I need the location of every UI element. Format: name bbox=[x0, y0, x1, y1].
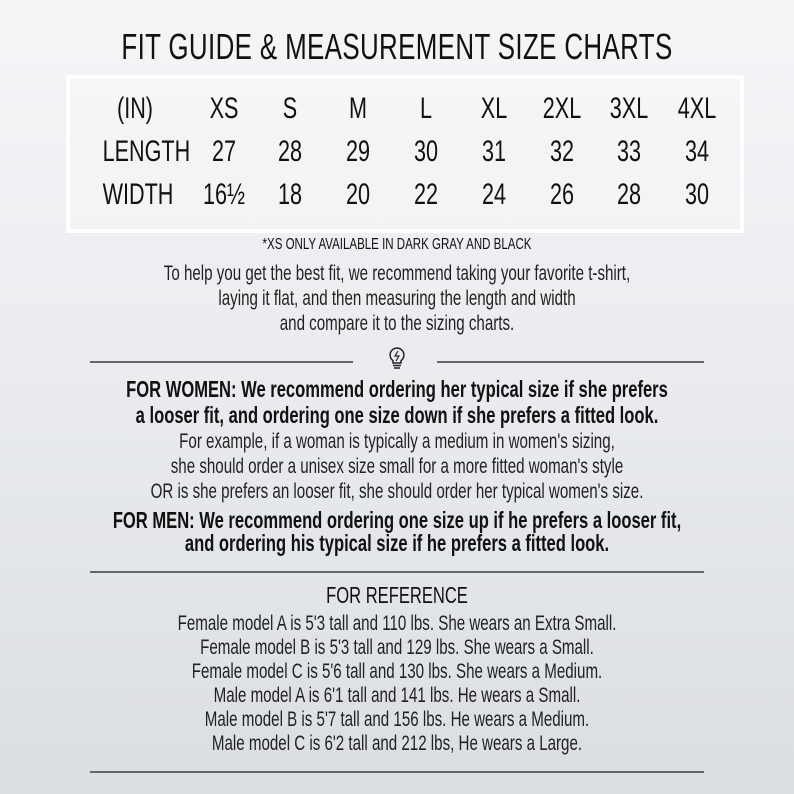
table-cell: 28 bbox=[616, 178, 642, 211]
women-example: OR is she prefers an looser fit, she sho… bbox=[150, 480, 644, 503]
reference-line: Female model C is 5'6 tall and 130 lbs. … bbox=[191, 660, 603, 683]
table-header-cell: XS bbox=[209, 92, 239, 125]
table-cell: 28 bbox=[277, 135, 303, 168]
size-chart-table bbox=[66, 75, 744, 233]
women-example: For example, if a woman is typically a m… bbox=[179, 430, 615, 453]
table-header-cell: 2XL bbox=[542, 92, 582, 125]
divider-right bbox=[437, 361, 704, 363]
reference-line: Male model A is 6'1 tall and 141 lbs. He… bbox=[213, 684, 581, 707]
men-recommendation: and ordering his typical size if he pref… bbox=[184, 530, 610, 556]
intro-line: To help you get the best fit, we recomme… bbox=[163, 262, 631, 285]
intro-line: laying it flat, and then measuring the l… bbox=[218, 287, 576, 310]
table-cell: 33 bbox=[616, 135, 642, 168]
table-cell: 22 bbox=[413, 178, 439, 211]
reference-line: Female model B is 5'3 tall and 129 lbs. … bbox=[200, 636, 594, 659]
table-cell: 18 bbox=[277, 178, 303, 211]
women-recommendation: FOR WOMEN: We recommend ordering her typ… bbox=[126, 376, 668, 402]
women-recommendation: a looser fit, and ordering one size down… bbox=[135, 402, 659, 428]
divider bbox=[90, 571, 704, 573]
lightbulb-icon bbox=[389, 347, 405, 369]
table-header-cell: L bbox=[419, 92, 433, 125]
table-header-cell: XL bbox=[480, 92, 508, 125]
table-cell: 34 bbox=[684, 135, 710, 168]
table-header-cell: (IN) bbox=[117, 92, 153, 125]
table-cell: 20 bbox=[345, 178, 371, 211]
table-row-label: LENGTH bbox=[102, 135, 191, 168]
table-cell: 24 bbox=[481, 178, 507, 211]
table-header-cell: M bbox=[349, 92, 367, 125]
women-example: she should order a unisex size small for… bbox=[170, 455, 624, 478]
table-cell: 32 bbox=[549, 135, 575, 168]
reference-line: Female model A is 5'3 tall and 110 lbs. … bbox=[177, 612, 617, 635]
reference-line: Male model C is 6'2 tall and 212 lbs, He… bbox=[211, 732, 583, 755]
reference-heading: FOR REFERENCE bbox=[326, 582, 468, 608]
table-cell: 26 bbox=[549, 178, 575, 211]
table-cell: 30 bbox=[684, 178, 710, 211]
table-header-cell: 3XL bbox=[609, 92, 649, 125]
xs-availability-note: *XS ONLY AVAILABLE IN DARK GRAY AND BLAC… bbox=[262, 236, 532, 253]
table-cell: 16½ bbox=[202, 178, 246, 211]
reference-line: Male model B is 5'7 tall and 156 lbs. He… bbox=[204, 708, 590, 731]
divider bbox=[90, 771, 704, 773]
intro-line: and compare it to the sizing charts. bbox=[279, 312, 515, 335]
table-header-cell: 4XL bbox=[677, 92, 717, 125]
men-recommendation: FOR MEN: We recommend ordering one size … bbox=[112, 507, 682, 533]
table-header-cell: S bbox=[282, 92, 298, 125]
table-cell: 31 bbox=[481, 135, 507, 168]
table-cell: 27 bbox=[211, 135, 237, 168]
page-title: FIT GUIDE & MEASUREMENT SIZE CHARTS bbox=[121, 26, 673, 67]
table-cell: 30 bbox=[413, 135, 439, 168]
divider-left bbox=[90, 361, 353, 363]
table-row-label: WIDTH bbox=[102, 178, 174, 211]
table-cell: 29 bbox=[345, 135, 371, 168]
